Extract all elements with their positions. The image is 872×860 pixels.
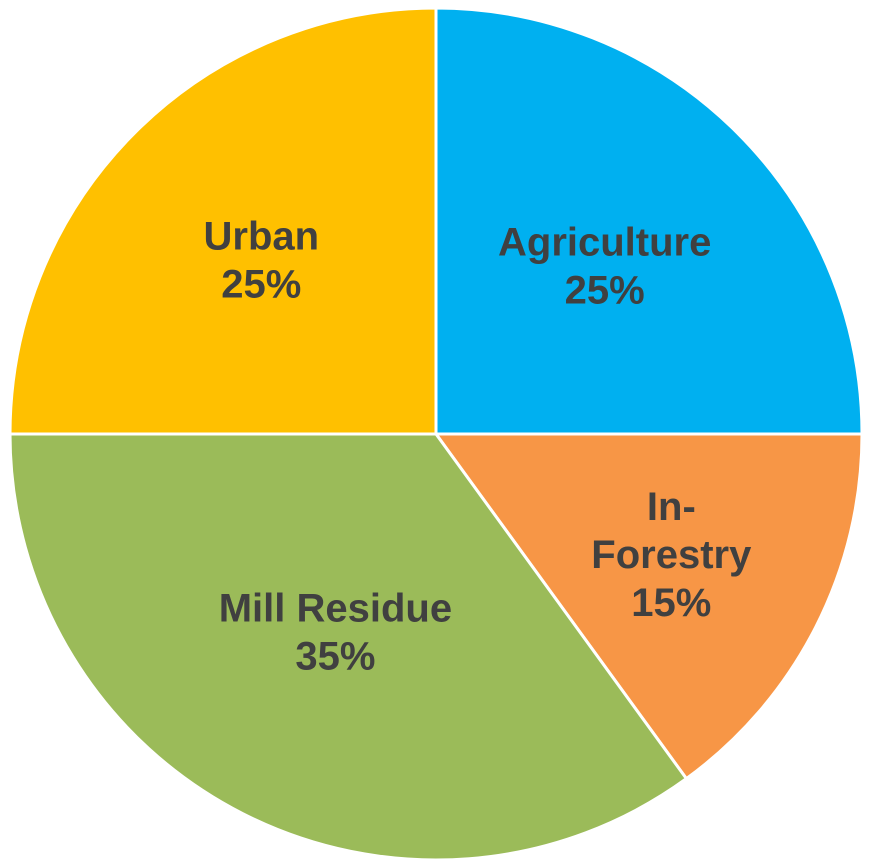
slice-category-label: Urban (203, 214, 319, 258)
pie-slice-in-forestry (434, 432, 864, 781)
pie-slice-mill-residue (8, 432, 688, 860)
slice-value-label: 15% (631, 581, 711, 625)
slice-category-label: Agriculture (498, 220, 711, 264)
labels-layer: Agriculture 25%In-Forestry 15%Mill Residue… (203, 214, 752, 678)
data-label-urban: Urban 25% (203, 214, 319, 306)
slice-category-label: Mill Residue (219, 586, 452, 630)
data-label-in-forestry: In-Forestry 15% (591, 485, 752, 625)
pie-slice-urban (8, 6, 438, 436)
slice-value-label: 25% (221, 262, 301, 306)
slice-category-label: In- (647, 485, 696, 529)
pie-slice-agriculture (434, 6, 864, 436)
data-label-agriculture: Agriculture 25% (498, 220, 711, 312)
slice-value-label: 35% (295, 634, 375, 678)
slice-value-label: 25% (565, 268, 645, 312)
data-label-mill-residue: Mill Residue 35% (219, 586, 452, 678)
slices-layer (8, 6, 864, 860)
slice-category-label: Forestry (591, 533, 752, 577)
